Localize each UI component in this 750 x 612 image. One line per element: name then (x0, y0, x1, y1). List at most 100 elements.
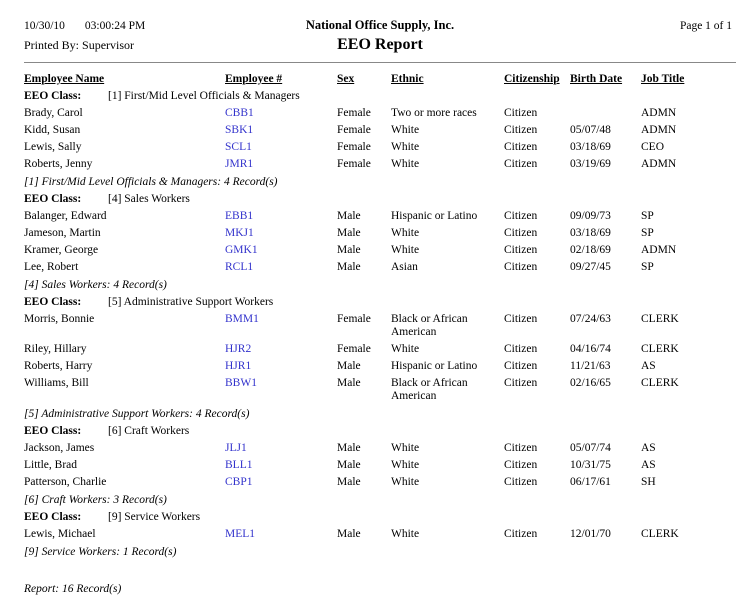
column-header-sex: Sex (337, 73, 391, 86)
employee-number-link[interactable]: JMR1 (225, 158, 254, 170)
employee-birth-date-cell: 04/16/74 (570, 343, 611, 355)
header-divider (24, 62, 736, 63)
company-name: National Office Supply, Inc. (305, 18, 455, 32)
employee-name-cell: Patterson, Charlie (24, 476, 107, 488)
employee-name-cell: Jackson, James (24, 442, 95, 454)
column-header-label: Sex (337, 73, 355, 85)
employee-job-title-cell: ADMN (641, 107, 677, 119)
eeo-class-label: EEO Class: (24, 296, 82, 308)
employee-number-link[interactable]: BLL1 (225, 459, 253, 471)
employee-job-title-cell: SP (641, 210, 654, 222)
group-summary: [5] Administrative Support Workers: 4 Re… (24, 408, 250, 420)
employee-number-link[interactable]: SBK1 (225, 124, 254, 136)
employee-sex-cell: Female (337, 124, 371, 136)
employee-citizenship-cell: Citizen (504, 124, 538, 136)
eeo-class-row: EEO Class: [1] First/Mid Level Officials … (24, 88, 736, 105)
employee-sex-cell: Male (337, 227, 361, 239)
employee-row: Roberts, Jenny JMR1 Female White Citizen 03/1… (24, 156, 736, 173)
employee-ethnic-cell: White (391, 476, 420, 488)
employee-sex-cell: Male (337, 442, 361, 454)
employee-birth-date-cell: 11/21/63 (570, 360, 611, 372)
employee-ethnic-cell: White (391, 124, 420, 136)
employee-sex-cell: Female (337, 107, 371, 119)
eeo-class-name: [6] Craft Workers (108, 425, 190, 437)
employee-number-link[interactable]: MKJ1 (225, 227, 254, 239)
employee-number-link[interactable]: JLJ1 (225, 442, 247, 454)
employee-citizenship-cell: Citizen (504, 210, 538, 222)
employee-row: Brady, Carol CBB1 Female Two or more races C… (24, 105, 736, 122)
eeo-class-name: [5] Administrative Support Workers (108, 296, 274, 308)
employee-birth-date-cell: 09/27/45 (570, 261, 611, 273)
employee-birth-date-cell: 02/18/69 (570, 244, 611, 256)
employee-birth-date-cell: 12/01/70 (570, 528, 611, 540)
report-header-row2: Printed By: Supervisor EEO Report (24, 36, 736, 54)
printed-by: Printed By: Supervisor (24, 38, 337, 53)
column-header-label: Employee Name (24, 73, 105, 85)
employee-citizenship-cell: Citizen (504, 476, 538, 488)
print-date: 10/30/10 (24, 20, 65, 32)
column-header-job_title: Job Title (641, 73, 736, 86)
employee-job-title-cell: CEO (641, 141, 664, 153)
printed-by-label: Printed By: (24, 38, 80, 52)
report-page: 10/30/10 03:00:24 PM National Office Supp… (24, 18, 736, 595)
employee-sex-cell: Male (337, 377, 361, 389)
employee-ethnic-cell: White (391, 343, 420, 355)
employee-number-link[interactable]: BBW1 (225, 377, 257, 389)
employee-birth-date-cell: 03/19/69 (570, 158, 611, 170)
page-indicator: Page 1 of 1 (679, 20, 732, 32)
employee-name-cell: Roberts, Harry (24, 360, 93, 372)
employee-ethnic-cell: Black or African American (391, 377, 468, 402)
employee-number-link[interactable]: MEL1 (225, 528, 256, 540)
employee-name-cell: Balanger, Edward (24, 210, 107, 222)
employee-sex-cell: Female (337, 343, 371, 355)
column-header-label: Birth Date (570, 73, 623, 85)
eeo-class-row: EEO Class: [6] Craft Workers (24, 423, 736, 440)
column-header-label: Job Title (641, 73, 685, 85)
group-summary: [6] Craft Workers: 3 Record(s) (24, 494, 167, 506)
report-title: EEO Report (337, 36, 423, 53)
employee-number-link[interactable]: EBB1 (225, 210, 254, 222)
employee-number-link[interactable]: CBB1 (225, 107, 254, 119)
employee-job-title-cell: ADMN (641, 244, 677, 256)
report-table: Employee Name Employee # Sex Ethnic Citizens… (24, 71, 736, 561)
employee-name-cell: Lewis, Michael (24, 528, 96, 540)
employee-row: Patterson, Charlie CBP1 Male White Citizen 06… (24, 474, 736, 491)
employee-citizenship-cell: Citizen (504, 360, 538, 372)
employee-sex-cell: Female (337, 158, 371, 170)
employee-row: Morris, Bonnie BMM1 Female Black or African… (24, 311, 736, 341)
employee-name-cell: Lee, Robert (24, 261, 79, 273)
employee-citizenship-cell: Citizen (504, 313, 538, 325)
employee-name-cell: Williams, Bill (24, 377, 89, 389)
employee-row: Roberts, Harry HJR1 Male Hispanic or Latino… (24, 358, 736, 375)
employee-citizenship-cell: Citizen (504, 244, 538, 256)
employee-number-link[interactable]: SCL1 (225, 141, 252, 153)
group-summary: [1] First/Mid Level Officials & Managers… (24, 176, 278, 188)
group-summary: [4] Sales Workers: 4 Record(s) (24, 279, 167, 291)
eeo-class-name: [9] Service Workers (108, 511, 201, 523)
print-time: 03:00:24 PM (84, 20, 146, 32)
employee-ethnic-cell: Black or African American (391, 313, 468, 338)
employee-sex-cell: Male (337, 244, 361, 256)
employee-birth-date-cell: 03/18/69 (570, 227, 611, 239)
employee-number-link[interactable]: GMK1 (225, 244, 258, 256)
employee-number-link[interactable]: RCL1 (225, 261, 254, 273)
eeo-class-name: [1] First/Mid Level Officials & Managers (108, 90, 300, 102)
employee-number-link[interactable]: HJR1 (225, 360, 252, 372)
employee-birth-date-cell: 03/18/69 (570, 141, 611, 153)
employee-birth-date-cell: 07/24/63 (570, 313, 611, 325)
employee-name-cell: Roberts, Jenny (24, 158, 93, 170)
column-header-name: Employee Name (24, 73, 225, 86)
employee-number-link[interactable]: HJR2 (225, 343, 252, 355)
employee-name-cell: Kidd, Susan (24, 124, 81, 136)
employee-citizenship-cell: Citizen (504, 442, 538, 454)
employee-row: Williams, Bill BBW1 Male Black or African A… (24, 375, 736, 405)
column-header-label: Employee # (225, 73, 283, 85)
employee-name-cell: Kramer, George (24, 244, 99, 256)
employee-sex-cell: Female (337, 141, 371, 153)
employee-number-link[interactable]: BMM1 (225, 313, 259, 325)
employee-job-title-cell: CLERK (641, 377, 679, 389)
employee-sex-cell: Male (337, 528, 361, 540)
employee-number-link[interactable]: CBP1 (225, 476, 253, 488)
column-header-citizenship: Citizenship (504, 73, 570, 86)
